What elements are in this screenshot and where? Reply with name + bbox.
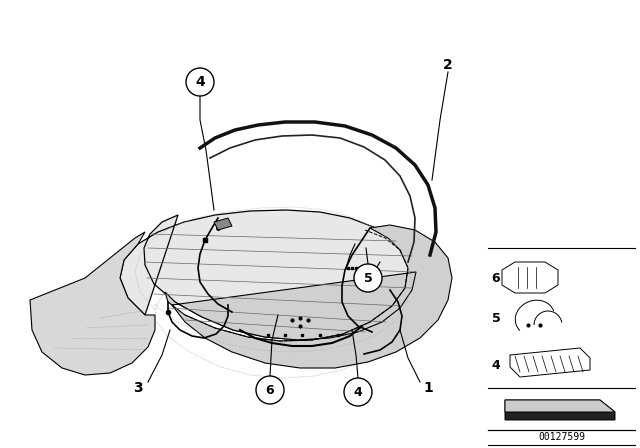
Circle shape bbox=[354, 264, 382, 292]
Polygon shape bbox=[165, 225, 452, 368]
Polygon shape bbox=[505, 400, 615, 412]
Circle shape bbox=[256, 376, 284, 404]
Text: 4: 4 bbox=[354, 385, 362, 399]
Polygon shape bbox=[120, 210, 416, 340]
Text: 6: 6 bbox=[266, 383, 275, 396]
Circle shape bbox=[186, 68, 214, 96]
Text: 4: 4 bbox=[492, 358, 500, 371]
Polygon shape bbox=[214, 218, 232, 230]
Text: 00127599: 00127599 bbox=[538, 432, 586, 442]
Text: 5: 5 bbox=[492, 311, 500, 324]
Polygon shape bbox=[505, 400, 615, 420]
Text: 4: 4 bbox=[195, 75, 205, 89]
Text: 5: 5 bbox=[364, 271, 372, 284]
Text: 3: 3 bbox=[133, 381, 143, 395]
Polygon shape bbox=[30, 232, 155, 375]
Circle shape bbox=[344, 378, 372, 406]
Text: 2: 2 bbox=[443, 58, 453, 72]
Text: 6: 6 bbox=[492, 271, 500, 284]
Text: 1: 1 bbox=[423, 381, 433, 395]
